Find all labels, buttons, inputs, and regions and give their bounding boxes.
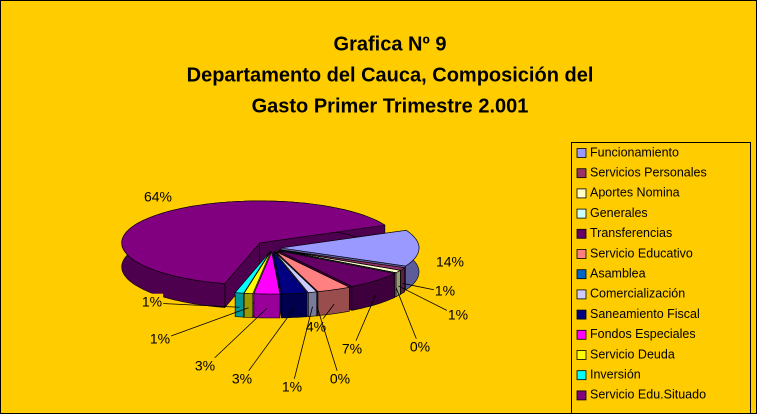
- leader-line: [395, 287, 421, 349]
- slice-top: [253, 250, 281, 295]
- data-label-bg: [142, 188, 174, 205]
- data-label-bg: [433, 282, 457, 299]
- legend-swatch: [576, 269, 587, 280]
- chart-title: Gasto Primer Trimestre 2.001: [252, 95, 529, 117]
- legend-label: Asamblea: [590, 266, 646, 280]
- legend-label: Servicio Deuda: [590, 347, 675, 361]
- legend-swatch: [576, 249, 587, 259]
- data-label-bg: [328, 370, 352, 387]
- legend-label: Transferencias: [590, 226, 672, 240]
- data-label-bg: [140, 293, 164, 310]
- slice-top: [121, 200, 386, 284]
- slice-wall: [317, 286, 350, 316]
- data-label-bg: [304, 318, 328, 335]
- data-label: 64%: [144, 189, 172, 205]
- legend-swatch: [576, 350, 587, 360]
- legend-label: Servicios Personales: [590, 165, 707, 179]
- slice-top: [280, 229, 420, 267]
- leader-line: [204, 308, 268, 368]
- data-label: 1%: [150, 331, 170, 347]
- legend-swatch: [576, 309, 587, 320]
- chart-title: Departamento del Cauca, Composición del: [187, 64, 594, 86]
- legend-swatch: [576, 208, 587, 219]
- slice-top: [234, 251, 271, 294]
- data-label-bg: [148, 330, 172, 347]
- slice-wall: [400, 267, 406, 295]
- legend-swatch: [576, 188, 587, 199]
- slice-wall: [234, 292, 244, 318]
- legend-label: Generales: [590, 206, 648, 220]
- legend-label: Servicio Educativo: [590, 246, 693, 260]
- leader-line: [241, 307, 295, 381]
- legend-label: Aportes Nomina: [590, 186, 680, 200]
- legend-swatch: [576, 168, 587, 179]
- slice-top: [273, 251, 308, 295]
- data-label: 0%: [410, 339, 430, 355]
- data-label-bg: [230, 370, 254, 387]
- data-label: 7%: [342, 341, 362, 357]
- slice-top: [278, 250, 396, 287]
- data-label: 4%: [306, 319, 326, 335]
- data-label-bg: [280, 378, 304, 395]
- legend-label: Fondos Especiales: [590, 327, 696, 341]
- leader-line: [316, 306, 341, 381]
- data-label-bg: [340, 340, 364, 357]
- leader-line: [291, 306, 313, 389]
- data-label: 14%: [436, 254, 464, 270]
- legend-label: Servicio Edu.Situado: [590, 388, 706, 402]
- slice-wall: [243, 292, 254, 318]
- slice-top: [243, 251, 271, 294]
- data-label-bg: [193, 357, 217, 374]
- data-label: 3%: [232, 371, 252, 387]
- leader-line: [151, 302, 240, 308]
- legend-swatch: [576, 148, 587, 158]
- chart-title: Grafica Nº 9: [334, 33, 447, 55]
- slice-wall: [307, 291, 318, 317]
- legend-box: [571, 142, 751, 414]
- slice-top: [275, 251, 351, 292]
- data-label: 1%: [448, 307, 468, 323]
- data-label-bg: [408, 338, 432, 355]
- slice-top: [279, 249, 396, 274]
- data-label: 1%: [142, 294, 162, 310]
- legend-label: Inversión: [590, 367, 641, 381]
- data-label: 0%: [330, 371, 350, 387]
- leader-line: [159, 307, 249, 341]
- data-label-bg: [446, 306, 470, 323]
- slice-top: [274, 251, 318, 293]
- legend-label: Saneamiento Fiscal: [590, 307, 700, 321]
- legend-swatch: [576, 329, 587, 340]
- legend-swatch: [576, 370, 587, 381]
- data-label: 1%: [282, 379, 302, 395]
- legend-swatch: [576, 390, 587, 401]
- data-label: 1%: [435, 283, 455, 299]
- data-label-bg: [434, 253, 466, 270]
- legend-label: Comercialización: [590, 287, 685, 301]
- legend-label: Funcionamiento: [590, 145, 679, 159]
- data-label: 3%: [195, 358, 215, 374]
- legend-swatch: [576, 289, 587, 300]
- legend-swatch: [576, 228, 587, 239]
- slice-wall: [281, 292, 308, 319]
- slice-wall: [253, 293, 281, 319]
